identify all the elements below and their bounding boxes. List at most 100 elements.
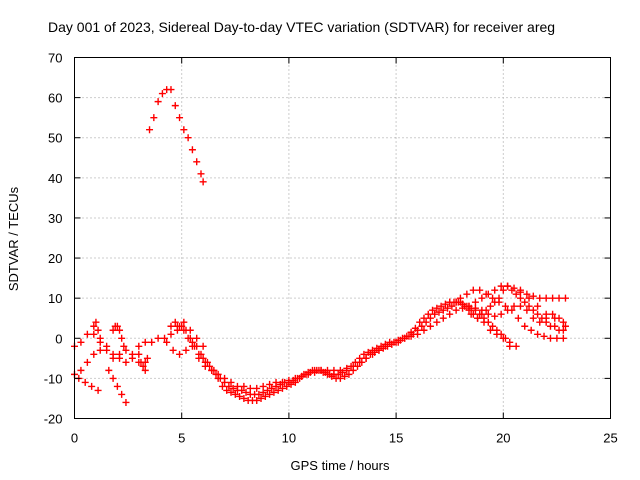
data-point [118, 390, 126, 398]
data-point [193, 334, 201, 342]
data-point [414, 330, 422, 338]
y-tick-label: 50 [48, 131, 62, 146]
data-point [341, 372, 349, 380]
data-point [186, 334, 194, 342]
data-point [418, 322, 426, 330]
data-point [452, 298, 460, 306]
data-point [278, 378, 286, 386]
series-arc-late-2 [456, 286, 567, 342]
x-tick-label: 20 [496, 431, 510, 446]
data-point [465, 302, 473, 310]
series-arc-early-low [71, 318, 207, 362]
data-point [274, 386, 282, 394]
data-point [431, 310, 439, 318]
data-point [534, 302, 542, 310]
data-point [529, 292, 537, 300]
data-point [116, 326, 124, 334]
data-point [471, 304, 479, 312]
data-point [173, 326, 181, 334]
y-tick-label: 60 [48, 91, 62, 106]
data-point [96, 346, 104, 354]
plot-frame [74, 57, 611, 419]
y-axis-label: SDTVAR / TECUs [6, 186, 21, 291]
data-point [561, 322, 569, 330]
data-point [231, 390, 239, 398]
data-point [381, 342, 389, 350]
data-point [542, 310, 550, 318]
data-point [141, 358, 149, 366]
data-point [77, 366, 85, 374]
x-tick-label: 10 [282, 431, 296, 446]
data-point [257, 394, 265, 402]
data-point [304, 370, 312, 378]
data-point [446, 298, 454, 306]
data-point [141, 338, 149, 346]
y-axis-ticks: -20 -10 0 10 20 30 40 50 60 70 [44, 51, 611, 427]
data-point [261, 392, 269, 400]
data-point [469, 286, 477, 294]
data-point [195, 354, 203, 362]
data-point [499, 286, 507, 294]
data-point [188, 342, 196, 350]
data-point [90, 322, 98, 330]
data-point [497, 282, 505, 290]
data-point [199, 342, 207, 350]
series-arc-early-fall [105, 366, 130, 406]
data-point [268, 384, 276, 392]
data-point [388, 340, 396, 348]
data-point [116, 354, 124, 362]
data-point [495, 298, 503, 306]
data-point [336, 374, 344, 382]
data-point [182, 346, 190, 354]
data-point [349, 362, 357, 370]
data-point [536, 318, 544, 326]
data-point [549, 294, 557, 302]
x-tick-label: 0 [71, 431, 78, 446]
data-point [225, 382, 233, 390]
data-point [360, 350, 368, 358]
data-point [135, 342, 143, 350]
data-point [534, 330, 542, 338]
data-point [516, 286, 524, 294]
data-point [429, 306, 437, 314]
data-point [253, 384, 261, 392]
data-point [311, 368, 319, 376]
data-point [150, 114, 158, 122]
data-point [439, 314, 447, 322]
data-point [540, 332, 548, 340]
data-point [81, 378, 89, 386]
data-point [154, 334, 162, 342]
data-point [422, 318, 430, 326]
data-point [501, 302, 509, 310]
data-point [345, 370, 353, 378]
data-point [441, 300, 449, 308]
data-point [272, 378, 280, 386]
data-point [516, 302, 524, 310]
data-point [534, 310, 542, 318]
data-point [270, 388, 278, 396]
data-point [227, 388, 235, 396]
data-point [559, 326, 567, 334]
data-point [328, 372, 336, 380]
data-point [527, 326, 535, 334]
data-point [158, 90, 166, 98]
data-point [259, 388, 267, 396]
y-tick-label: 0 [55, 331, 62, 346]
data-point [478, 294, 486, 302]
data-point [298, 372, 306, 380]
data-point [180, 318, 188, 326]
data-point [169, 346, 177, 354]
data-point [176, 114, 184, 122]
data-point [171, 318, 179, 326]
data-point [336, 366, 344, 374]
data-point [424, 310, 432, 318]
y-tick-label: 30 [48, 211, 62, 226]
data-point [476, 286, 484, 294]
data-point [143, 354, 151, 362]
data-point [523, 290, 531, 298]
data-point [148, 338, 156, 346]
x-tick-label: 5 [178, 431, 185, 446]
data-point [504, 282, 512, 290]
data-point [253, 396, 261, 404]
data-point [122, 358, 130, 366]
